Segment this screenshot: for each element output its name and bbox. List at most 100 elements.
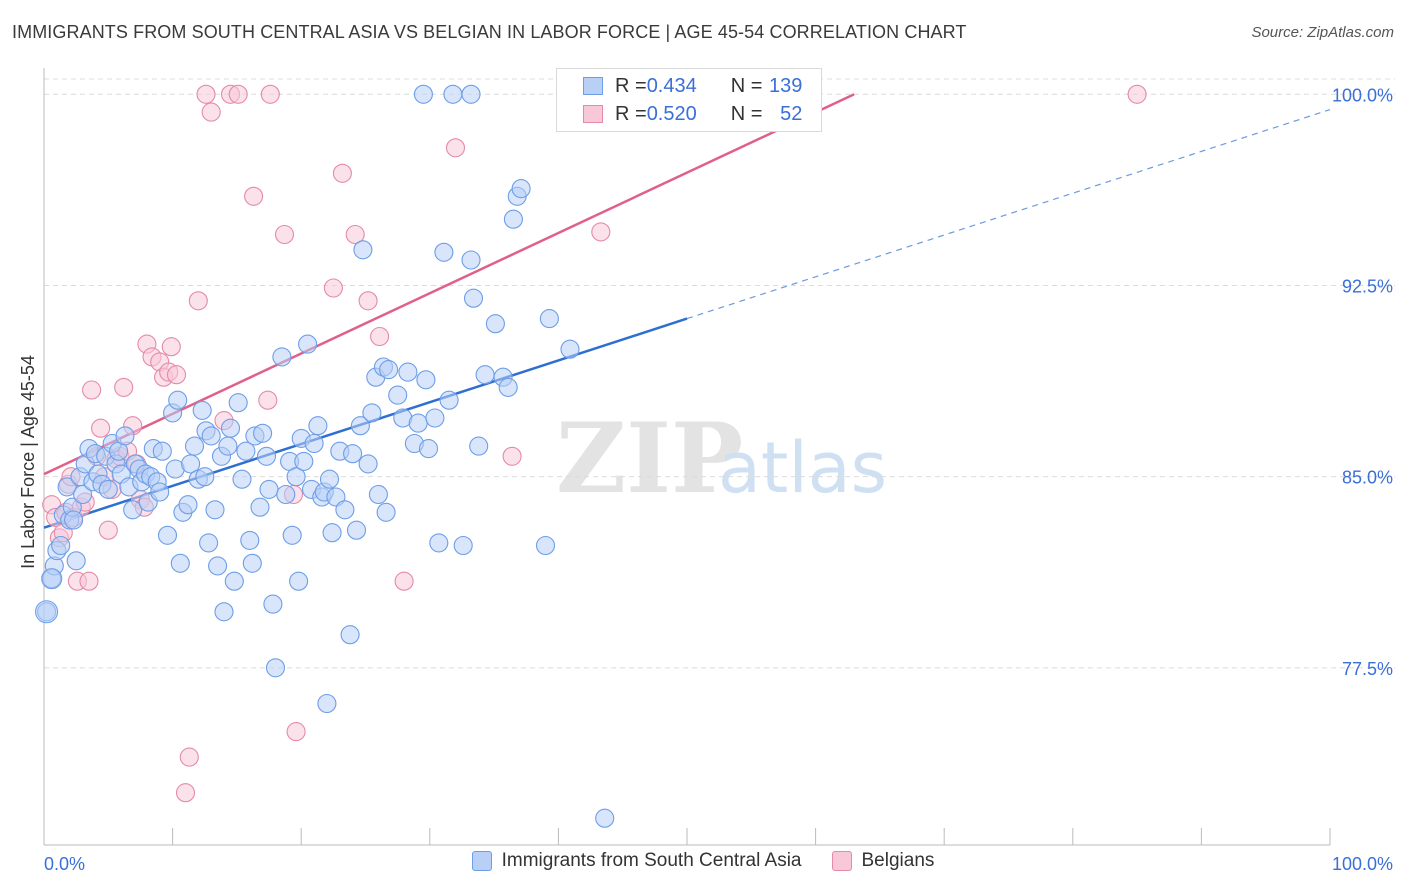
point-belgians xyxy=(260,84,280,104)
r-label: R = xyxy=(615,74,647,97)
legend-row-belgians: R = 0.520 N = 52 xyxy=(583,100,802,128)
point-immigrants xyxy=(388,385,408,405)
point-immigrants xyxy=(469,436,489,456)
point-immigrants xyxy=(220,418,241,438)
point-immigrants xyxy=(41,568,63,590)
point-belgians xyxy=(98,520,118,540)
point-immigrants xyxy=(353,240,373,260)
r-label: R = xyxy=(615,102,647,125)
point-immigrants xyxy=(232,469,252,489)
chart-title: IMMIGRANTS FROM SOUTH CENTRAL ASIA VS BE… xyxy=(12,22,967,42)
point-immigrants xyxy=(73,484,93,505)
series-legend: Immigrants from South Central Asia Belgi… xyxy=(0,850,1406,872)
point-immigrants xyxy=(335,500,355,520)
point-belgians xyxy=(274,224,295,245)
r-value: 0.520 xyxy=(646,102,697,125)
point-immigrants xyxy=(181,454,201,474)
point-immigrants xyxy=(319,469,340,489)
point-immigrants xyxy=(236,441,256,461)
point-immigrants xyxy=(224,571,244,591)
point-immigrants xyxy=(362,403,382,423)
point-immigrants xyxy=(453,535,473,556)
point-immigrants xyxy=(429,533,449,553)
legend-row-immigrants: R = 0.434 N = 139 xyxy=(583,72,802,100)
point-immigrants xyxy=(560,339,580,359)
legend-swatch-immigrants xyxy=(583,77,603,95)
point-immigrants xyxy=(340,625,360,645)
watermark-atlas: atlas xyxy=(718,427,887,509)
legend-label-immigrants: Immigrants from South Central Asia xyxy=(501,850,802,871)
point-immigrants xyxy=(51,535,71,556)
r-value: 0.434 xyxy=(646,74,697,97)
point-immigrants xyxy=(263,594,283,614)
point-belgians xyxy=(286,722,306,742)
source-credit: Source: ZipAtlas.com xyxy=(1251,24,1394,41)
point-belgians xyxy=(323,278,343,298)
point-immigrants xyxy=(379,360,399,380)
point-immigrants xyxy=(475,365,495,385)
y-tick-label: 92.5% xyxy=(1342,276,1393,296)
point-belgians xyxy=(502,446,522,466)
point-immigrants xyxy=(184,436,205,456)
n-label: N = xyxy=(730,102,763,125)
point-immigrants xyxy=(253,423,273,443)
point-immigrants xyxy=(485,314,505,334)
point-immigrants xyxy=(294,451,314,471)
point-immigrants xyxy=(57,477,77,497)
point-immigrants xyxy=(346,520,367,540)
point-immigrants xyxy=(298,334,318,354)
point-immigrants xyxy=(178,495,198,515)
point-immigrants xyxy=(434,242,454,262)
gridlines xyxy=(44,78,1395,669)
point-belgians xyxy=(201,102,221,122)
y-axis-label: In Labor Force | Age 45-54 xyxy=(18,355,38,569)
y-tick-label: 77.5% xyxy=(1342,659,1393,679)
point-immigrants xyxy=(308,416,328,436)
legend-item-immigrants[interactable]: Immigrants from South Central Asia xyxy=(471,850,802,872)
point-immigrants xyxy=(168,390,188,410)
point-immigrants xyxy=(250,497,270,517)
point-belgians xyxy=(345,224,365,245)
point-immigrants xyxy=(425,408,445,428)
point-immigrants xyxy=(265,658,286,678)
point-belgians xyxy=(445,138,466,158)
point-belgians xyxy=(370,326,390,347)
n-label: N = xyxy=(730,74,763,97)
correlation-legend: R = 0.434 N = 139 R = 0.520 N = 52 xyxy=(556,68,822,132)
point-immigrants xyxy=(408,413,428,433)
point-immigrants xyxy=(439,390,459,410)
point-belgians xyxy=(188,291,208,311)
legend-item-belgians[interactable]: Belgians xyxy=(831,850,935,872)
point-belgians xyxy=(114,377,134,397)
axes xyxy=(43,68,1331,846)
point-immigrants xyxy=(461,84,481,104)
n-value: 139 xyxy=(769,74,803,97)
point-immigrants xyxy=(150,482,170,502)
point-belgians xyxy=(179,747,199,767)
point-immigrants xyxy=(259,479,279,499)
legend-swatch-immigrants xyxy=(471,851,492,871)
point-immigrants xyxy=(228,393,248,413)
point-immigrants xyxy=(535,535,556,556)
point-immigrants xyxy=(98,479,118,499)
point-immigrants xyxy=(418,439,439,459)
point-belgians xyxy=(394,571,414,591)
point-immigrants xyxy=(214,602,234,622)
point-immigrants xyxy=(289,571,309,591)
point-immigrants xyxy=(242,553,262,573)
legend-swatch-belgians xyxy=(831,851,852,871)
n-value: 52 xyxy=(780,102,803,125)
point-immigrants xyxy=(282,525,302,545)
point-belgians xyxy=(358,291,378,311)
legend-label-belgians: Belgians xyxy=(861,850,935,871)
point-immigrants xyxy=(218,436,238,456)
point-immigrants xyxy=(317,693,337,714)
point-belgians xyxy=(91,418,111,438)
point-belgians xyxy=(332,163,352,183)
point-belgians xyxy=(244,186,264,206)
point-immigrants xyxy=(256,446,277,466)
point-immigrants xyxy=(416,370,436,390)
point-belgians xyxy=(591,222,611,242)
